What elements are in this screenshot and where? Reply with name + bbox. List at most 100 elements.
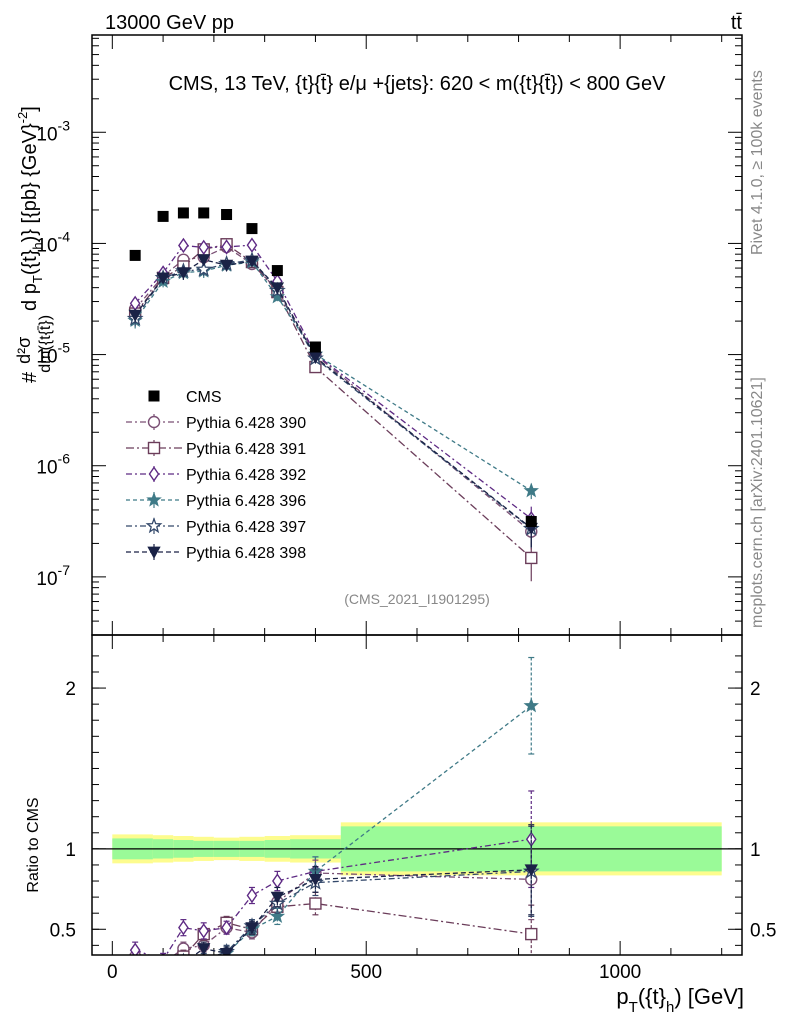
upper-series-line-2 (134, 244, 532, 520)
y-axis-label-sub-t: T (30, 275, 45, 283)
cms-point-3 (198, 207, 210, 219)
ratio-tick-label-left-2: 2 (65, 679, 76, 700)
upper-point-3-8 (523, 482, 539, 498)
upper-point-5-1 (156, 272, 170, 285)
ratio-point-2-5 (246, 887, 258, 904)
y-axis-label-exp: -2 (15, 112, 30, 124)
ratio-series-layer (129, 656, 540, 955)
y-tick-exponent-2: -5 (58, 340, 71, 356)
process-label: tt̄ (731, 12, 743, 34)
x-axis-label-sub-h: h (666, 999, 674, 1016)
legend-label-5: Pythia 6.428 398 (186, 545, 306, 562)
ratio-point-5-3 (197, 943, 211, 955)
legend-marker-2 (148, 466, 160, 482)
legend-marker-3 (146, 491, 162, 507)
rivet-version-label: Rivet 4.1.0, ≥ 100k events (749, 70, 766, 255)
ratio-point-5-6 (270, 891, 285, 904)
x-axis-label: pT({t}h) [GeV] (616, 984, 744, 1016)
legend-marker-0 (147, 415, 161, 429)
legend-label-0: Pythia 6.428 390 (186, 415, 306, 432)
y-axis-label-dp: d p (19, 283, 41, 311)
ratio-point-3-8 (523, 697, 539, 713)
ratio-tick-label-left-0: 0.5 (50, 920, 76, 941)
upper-point-2-3 (198, 239, 210, 256)
cms-point-0 (129, 249, 141, 261)
source-label: mcplots.cern.ch [arXiv:2401.10621] (749, 377, 766, 628)
ratio-point-1-7 (309, 897, 322, 910)
upper-point-2-2 (178, 237, 189, 254)
legend-label-4: Pythia 6.428 397 (186, 519, 306, 536)
analysis-id-label: (CMS_2021_I1901295) (344, 591, 490, 607)
legend-label-3: Pythia 6.428 396 (186, 493, 306, 510)
upper-point-5-5 (245, 255, 259, 268)
ratio-point-5-5 (245, 922, 259, 935)
upper-point-1-8 (525, 551, 538, 565)
legend-marker-5 (147, 546, 161, 559)
cms-point-1 (157, 210, 169, 222)
ratio-point-5-8 (524, 864, 538, 877)
ratio-point-1-8 (525, 927, 538, 941)
upper-point-2-4 (221, 239, 232, 255)
cms-point-8 (525, 515, 537, 527)
y-axis-label-denominator-a: dm({t (37, 335, 54, 373)
y-axis-label-units: )} [{pb} {GeV} (19, 123, 41, 242)
x-axis-label-sub-t: T (629, 999, 638, 1016)
x-axis-label-top: ({t} (638, 984, 666, 1009)
x-axis-label-unit: ) [GeV] (674, 984, 744, 1009)
x-tick-label-0: 0 (107, 962, 118, 983)
plot-title: CMS, 13 TeV, {t}{t̄} e/μ +{jets}: 620 < … (169, 73, 667, 95)
upper-point-5-6 (270, 282, 285, 295)
cms-point-5 (246, 223, 258, 235)
y-axis-label: # d²σ dm({t{t̄}) d pT({t}h)} [{pb} {GeV}-2] (14, 106, 54, 383)
legend-marker-cms (148, 390, 160, 402)
ratio-tick-label-right-2: 2 (750, 679, 761, 700)
legend-label-2: Pythia 6.428 392 (186, 467, 306, 484)
ratio-series-5 (193, 824, 538, 955)
upper-point-5-0 (128, 309, 142, 323)
legend-marker-1 (147, 441, 161, 455)
ratio-panel-frame (91, 634, 743, 956)
cms-point-6 (271, 265, 283, 277)
y-axis-label-hash: # (19, 371, 41, 383)
legend: CMS Pythia 6.428 390 Pythia 6.428 391 Pythi… (126, 389, 306, 562)
cms-point-2 (177, 207, 189, 219)
legend-label-1: Pythia 6.428 391 (186, 441, 306, 458)
ratio-point-5-4 (219, 947, 234, 955)
upper-point-5-4 (219, 259, 234, 273)
x-tick-label-1: 500 (350, 962, 382, 983)
legend-marker-4 (145, 517, 163, 534)
y-axis-label-denominator-b: {t̄}) (37, 315, 54, 335)
y-axis-label-top: ({t} (19, 249, 41, 275)
x-tick-label-2: 1000 (599, 962, 641, 983)
ratio-tick-label-left-1: 1 (65, 840, 76, 861)
y-tick-exponent-3: -4 (58, 228, 71, 244)
cms-point-4 (221, 209, 233, 221)
y-axis-label-sub-h: h (30, 242, 45, 249)
lower-axis-ticks: 0.5 0.5 1 1 2 2 0 500 1000 (50, 635, 776, 983)
y-tick-exponent-4: -3 (58, 117, 71, 133)
ratio-point-5-7 (308, 874, 323, 887)
ratio-series-line-2 (134, 838, 532, 955)
upper-series-5 (128, 254, 538, 547)
y-tick-exponent-0: -7 (58, 562, 71, 578)
ratio-tick-label-right-1: 1 (750, 840, 761, 861)
y-tick-exponent-1: -6 (58, 451, 71, 467)
upper-point-5-3 (197, 254, 211, 267)
ratio-point-2-0 (129, 942, 141, 955)
upper-point-4-3 (195, 260, 213, 277)
ratio-point-2-3 (198, 923, 210, 939)
ratio-tick-label-right-0: 0.5 (750, 920, 776, 941)
upper-series-layer (126, 207, 540, 582)
y-axis-label-numerator: d²σ (14, 337, 34, 364)
ratio-axis-label: Ratio to CMS (25, 797, 42, 892)
ratio-point-2-2 (178, 919, 189, 936)
y-axis-label-close: ] (19, 106, 41, 112)
ratio-point-3-6 (269, 908, 286, 924)
ratio-point-2-4 (221, 919, 232, 936)
upper-point-3-6 (269, 288, 286, 304)
cms-point-7 (309, 341, 321, 353)
upper-point-5-2 (176, 267, 191, 280)
x-axis-label-p: p (616, 984, 628, 1009)
legend-label-cms: CMS (186, 389, 222, 406)
